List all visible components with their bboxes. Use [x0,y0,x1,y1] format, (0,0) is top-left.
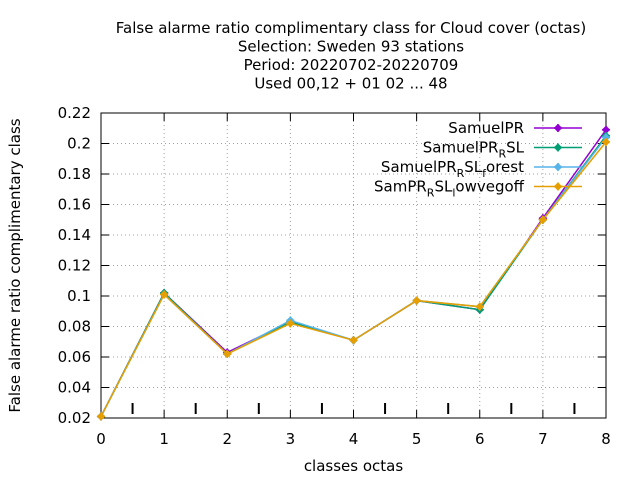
y-axis-label: False alarme ratio complimentary class [6,118,24,412]
x-tick-label: 3 [286,430,296,448]
series-SamPR_RSL_lowvegoff [96,137,611,421]
title-line: Used 00,12 + 01 02 ... 48 [254,75,447,93]
x-axis-label: classes octas [304,457,404,475]
legend-label: SamPRRSLlowvegoff [374,178,525,200]
x-tick-label: 8 [601,430,611,448]
x-tick-label: 1 [159,430,169,448]
x-tick-label: 4 [349,430,359,448]
series-line [100,141,607,417]
y-tick-label: 0.18 [58,165,91,183]
y-tick-label: 0.22 [58,104,91,122]
x-tick-label: 2 [222,430,232,448]
x-tick-label: 7 [538,430,548,448]
x-tick-label: 6 [475,430,485,448]
series-lines [96,125,611,421]
title-line: False alarme ratio complimentary class f… [116,19,586,37]
legend: SamuelPR SamuelPRRSLSamuelPRRSLforestSamP… [374,119,582,200]
series-line [100,136,607,417]
y-tick-label: 0.04 [58,379,91,397]
grid [100,112,607,419]
y-tick-label: 0.1 [67,287,91,305]
title-line: Period: 20220702-20220709 [244,56,459,74]
y-tick-label: 0.16 [58,196,91,214]
legend-label: SamuelPRRSLforest [381,158,524,180]
title-line: Selection: Sweden 93 stations [238,38,464,56]
y-tick-label: 0.14 [58,226,91,244]
legend-label: SamuelPR [448,119,524,137]
y-tick-label: 0.06 [58,348,91,366]
y-tick-label: 0.08 [58,318,91,336]
legend-label: SamuelPRRSL [423,139,525,161]
y-tick-label: 0.02 [58,409,91,427]
y-tick-label: 0.2 [67,135,91,153]
y-tick-label: 0.12 [58,257,91,275]
chart-title: False alarme ratio complimentary class f… [116,19,586,93]
x-tick-label: 0 [96,430,106,448]
axis-ticks: 0.02 0.04 0.06 0.08 0.1 0.12 0.14 0.16 0.18 0.2 0.… [58,104,611,448]
x-tick-label: 5 [412,430,422,448]
